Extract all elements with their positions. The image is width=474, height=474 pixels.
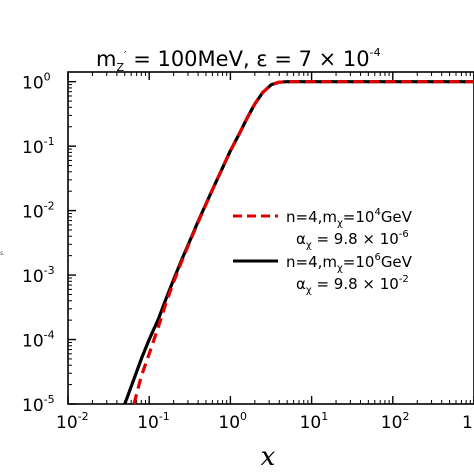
legend-entry-1-line-2: αχ = 9.8 × 10-6 (296, 229, 409, 251)
legend-entry-2-line-1: n=4,mχ=106GeV (286, 252, 413, 274)
title-eps-exp: -4 (370, 46, 381, 59)
series-line-red-dashed (132, 80, 474, 405)
title-value: = 100MeV, ε = 7 × 10 (127, 47, 370, 71)
legend-entry-2-line-2: αχ = 9.8 × 10-2 (296, 274, 409, 296)
series-layer (123, 80, 474, 405)
y-tick-label: 100 (22, 71, 51, 94)
y-tick-label: 10-3 (22, 264, 55, 287)
y-tick-label: 10-5 (22, 393, 55, 416)
x-tick-label: 10-2 (56, 410, 89, 433)
x-axis-label: x (261, 442, 276, 472)
x-tick-label: 10-1 (137, 410, 170, 433)
ticks: 10-2 10-1 100 101 102 103 100 10-1 10-2 10-3 10-4 1… (22, 71, 474, 433)
x-tick-label: 102 (381, 410, 410, 433)
y-tick-label: 10-4 (22, 329, 55, 352)
chart-title: mZ′ = 100MeV, ε = 7 × 10-4 (96, 46, 381, 74)
y-tick-label: 10-2 (22, 200, 55, 223)
legend: n=4,mχ=104GeV αχ = 9.8 × 10-6 n=4,mχ=106… (233, 207, 413, 296)
side-fragment: s. (0, 250, 5, 257)
legend-entry-1-line-1: n=4,mχ=104GeV (286, 207, 413, 229)
title-m: m (96, 47, 116, 71)
y-tick-label: 10-1 (22, 135, 55, 158)
plot-frame (67, 71, 474, 405)
x-tick-label: 100 (218, 410, 247, 433)
title-m-sub: Z (116, 61, 124, 74)
x-tick-label: 103 (462, 410, 474, 433)
x-tick-label: 101 (300, 410, 329, 433)
title-m-prime: ′ (124, 49, 127, 62)
